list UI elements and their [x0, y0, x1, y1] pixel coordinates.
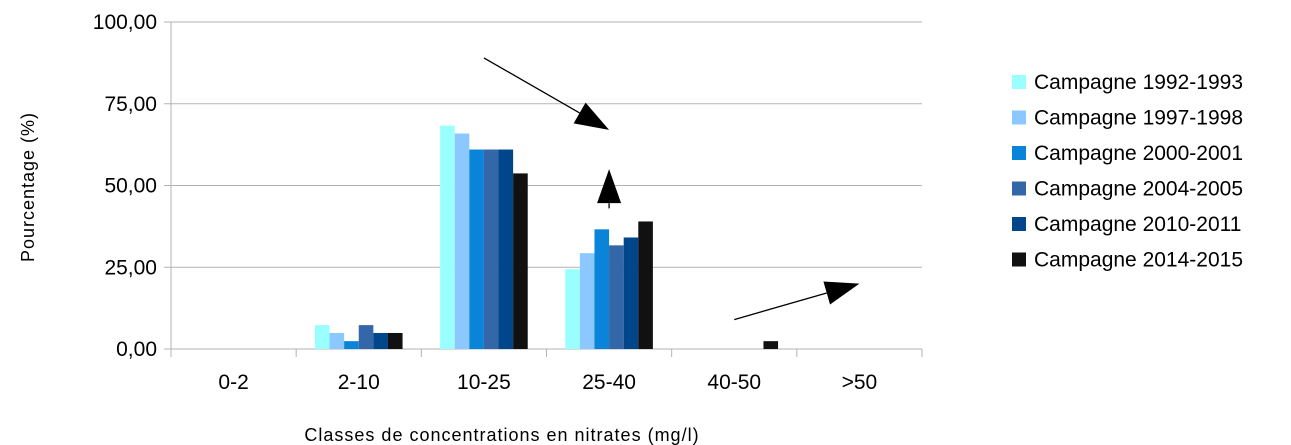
legend-swatch [1012, 75, 1026, 89]
legend-item: Campagne 1992-1993 [1012, 71, 1243, 94]
bar [763, 341, 779, 349]
bar [373, 332, 388, 349]
bar [498, 149, 514, 349]
bar [344, 341, 359, 349]
trend-arrows [483, 57, 860, 321]
legend-label: Campagne 1992-1993 [1034, 71, 1243, 94]
legend-label: Campagne 2004-2005 [1034, 178, 1243, 201]
legend: Campagne 1992-1993 Campagne 1997-1998 Camp… [1012, 71, 1243, 272]
x-tick-label: 0-2 [218, 371, 248, 394]
axes [164, 21, 923, 357]
legend-swatch [1012, 217, 1026, 231]
legend-label: Campagne 2000-2001 [1034, 142, 1243, 165]
gridlines [171, 21, 922, 268]
bar [513, 173, 528, 349]
bar [594, 229, 610, 349]
legend-label: Campagne 2010-2011 [1034, 213, 1241, 236]
y-axis-title: Pourcentage (%) [18, 112, 38, 262]
legend-label: Campagne 1997-1998 [1034, 107, 1243, 130]
bar [469, 149, 484, 349]
legend-swatch [1012, 252, 1026, 267]
bar [638, 221, 653, 349]
arrow-head [573, 102, 610, 130]
trend-arrow-up [734, 281, 860, 321]
x-axis-title: Classes de concentrations en nitrates (m… [304, 425, 699, 445]
bar [579, 253, 595, 349]
bar [314, 325, 330, 349]
bar [483, 149, 499, 349]
legend-swatch [1012, 181, 1026, 196]
x-tick-label: 10-25 [457, 371, 511, 394]
legend-item: Campagne 1997-1998 [1012, 107, 1243, 130]
legend-item: Campagne 2014-2015 [1012, 249, 1243, 272]
x-tick-label: 2-10 [338, 371, 380, 394]
bar [454, 133, 470, 349]
legend-item: Campagne 2004-2005 [1012, 178, 1243, 201]
bar [387, 332, 403, 349]
trend-arrow-up [597, 169, 622, 209]
y-tick-label: 0,00 [116, 338, 157, 361]
legend-label: Campagne 2014-2015 [1034, 249, 1243, 272]
bar [609, 245, 624, 349]
legend-item: Campagne 2000-2001 [1012, 142, 1243, 165]
y-tick-label: 75,00 [104, 93, 157, 116]
y-tick-label: 100,00 [93, 11, 157, 34]
x-tick-label: 40-50 [707, 371, 761, 394]
bar [565, 269, 580, 349]
arrow-shaft [734, 292, 827, 321]
bar [623, 237, 639, 349]
bars [314, 125, 779, 349]
arrow-shaft [483, 57, 580, 114]
bar [358, 325, 374, 349]
legend-swatch [1012, 146, 1026, 160]
y-tick-label: 25,00 [104, 256, 157, 279]
tick-labels: 0,00 25,00 50,00 75,00 100,00 0-2 2-10 10-25 25-… [93, 11, 877, 394]
y-tick-label: 50,00 [104, 175, 157, 198]
legend-swatch [1012, 110, 1026, 125]
x-tick-label: 25-40 [582, 371, 636, 394]
trend-arrow-down [483, 57, 610, 130]
arrow-head [597, 169, 622, 204]
bar [440, 125, 455, 349]
legend-item: Campagne 2010-2011 [1012, 213, 1241, 236]
bar [329, 332, 345, 349]
arrow-head [823, 281, 860, 305]
x-tick-label: >50 [842, 371, 878, 394]
